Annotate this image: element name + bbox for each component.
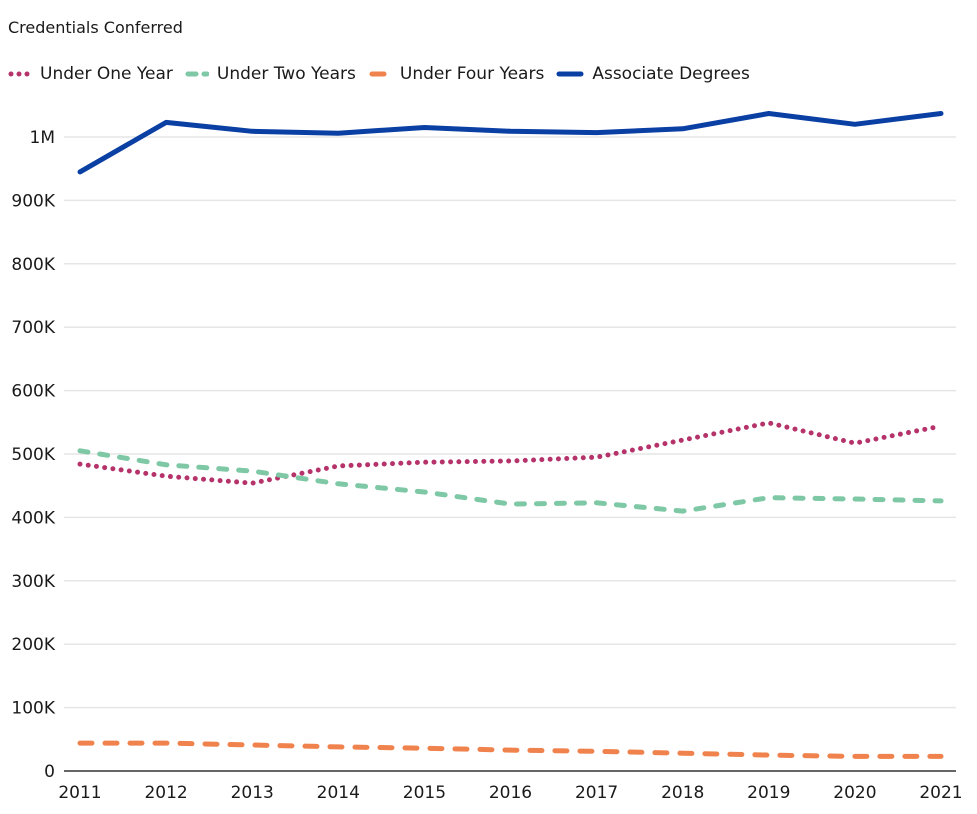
chart-title: Credentials Conferred bbox=[8, 18, 183, 37]
x-tick-label: 2012 bbox=[144, 783, 187, 803]
y-tick-label: 900K bbox=[11, 191, 55, 211]
legend-item-under-two-years[interactable]: Under Two Years bbox=[185, 64, 356, 84]
legend-item-under-one-year[interactable]: Under One Year bbox=[8, 64, 173, 84]
legend-label: Under Two Years bbox=[216, 64, 356, 84]
y-tick-label: 700K bbox=[11, 318, 55, 338]
series-line-associate-degrees bbox=[77, 111, 944, 175]
legend-swatch-dotted-icon bbox=[8, 71, 32, 77]
series-line-under-one-year bbox=[77, 420, 944, 486]
y-tick-label: 600K bbox=[11, 382, 55, 402]
legend-label: Under One Year bbox=[40, 64, 173, 84]
x-tick-label: 2020 bbox=[833, 783, 876, 803]
x-tick-label: 2016 bbox=[489, 783, 532, 803]
y-tick-label: 300K bbox=[11, 572, 55, 592]
x-tick-label: 2013 bbox=[231, 783, 274, 803]
legend-swatch-solid-icon bbox=[556, 71, 584, 77]
y-tick-label: 0 bbox=[44, 762, 55, 782]
y-tick-label: 1M bbox=[30, 128, 55, 148]
x-tick-label: 2021 bbox=[919, 783, 962, 803]
legend-label: Associate Degrees bbox=[592, 64, 750, 84]
series-line-under-four-years bbox=[77, 740, 944, 759]
legend-item-associate-degrees[interactable]: Associate Degrees bbox=[556, 64, 750, 84]
y-tick-label: 100K bbox=[11, 699, 55, 719]
legend-label: Under Four Years bbox=[399, 64, 545, 84]
legend-swatch-dashed-icon bbox=[185, 71, 209, 77]
x-tick-label: 2014 bbox=[317, 783, 360, 803]
x-tick-label: 2011 bbox=[58, 783, 101, 803]
y-tick-label: 400K bbox=[11, 508, 55, 528]
x-tick-label: 2017 bbox=[575, 783, 618, 803]
legend-swatch-long-dashed-icon bbox=[369, 71, 387, 77]
y-tick-label: 200K bbox=[11, 635, 55, 655]
x-tick-label: 2015 bbox=[403, 783, 446, 803]
y-tick-label: 800K bbox=[11, 255, 55, 275]
series-line-under-two-years bbox=[77, 448, 944, 514]
x-tick-label: 2019 bbox=[747, 783, 790, 803]
legend: Under One Year Under Two Years Under Fou… bbox=[8, 64, 762, 84]
y-tick-label: 500K bbox=[11, 445, 55, 465]
legend-item-under-four-years[interactable]: Under Four Years bbox=[368, 64, 544, 84]
x-tick-label: 2018 bbox=[661, 783, 704, 803]
